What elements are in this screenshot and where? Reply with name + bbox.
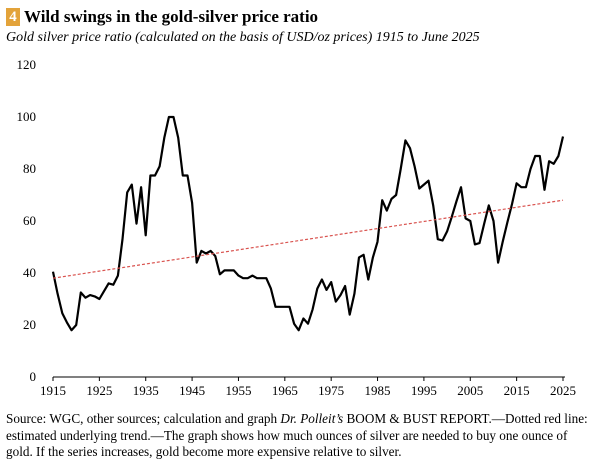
x-tick-label: 1935 <box>133 383 159 398</box>
x-tick-label: 1925 <box>86 383 112 398</box>
trend-line <box>52 199 564 279</box>
y-tick-label: 40 <box>23 265 36 280</box>
x-tick-label: 1915 <box>40 383 66 398</box>
source-note-report-author: Dr. Polleit’s <box>280 411 344 426</box>
chart-axes: 0 20 40 60 80 100 120 1915 1925 1935 1945 1955 1965 1… <box>17 57 577 398</box>
x-tick-label: 2005 <box>457 383 483 398</box>
figure-number-badge: 4 <box>6 8 20 26</box>
gold-silver-ratio-chart: 0 20 40 60 80 100 120 1915 1925 1935 1945 1955 1965 1… <box>17 57 577 398</box>
x-tick-label: 1975 <box>318 383 344 398</box>
chart-title: Wild swings in the gold-silver price rat… <box>24 7 319 26</box>
y-tick-label: 20 <box>23 317 36 332</box>
source-note-part1: Source: WGC, other sources; calculation … <box>6 411 281 426</box>
x-tick-label: 2015 <box>504 383 530 398</box>
x-tick-label: 1945 <box>179 383 205 398</box>
x-tick-label: 1965 <box>272 383 298 398</box>
ratio-line <box>51 115 565 332</box>
source-note-part3: BOOM & BUST REPORT.—Dotted red line: est… <box>6 411 588 459</box>
chart-header: 4 Wild swings in the gold-silver price r… <box>6 6 596 46</box>
chart-subtitle: Gold silver price ratio (calculated on t… <box>6 30 480 45</box>
source-note: Source: WGC, other sources; calculation … <box>6 411 596 461</box>
y-tick-label: 100 <box>17 109 37 124</box>
y-tick-label: 60 <box>23 213 36 228</box>
x-tick-label: 1955 <box>225 383 251 398</box>
y-tick-label: 0 <box>30 369 37 384</box>
x-tick-label: 2025 <box>550 383 576 398</box>
y-tick-label: 120 <box>17 57 37 72</box>
x-tick-label: 1995 <box>411 383 437 398</box>
y-tick-label: 80 <box>23 161 36 176</box>
x-tick-label: 1985 <box>365 383 391 398</box>
chart-series <box>51 115 565 332</box>
title-row: 4 Wild swings in the gold-silver price r… <box>6 6 596 28</box>
